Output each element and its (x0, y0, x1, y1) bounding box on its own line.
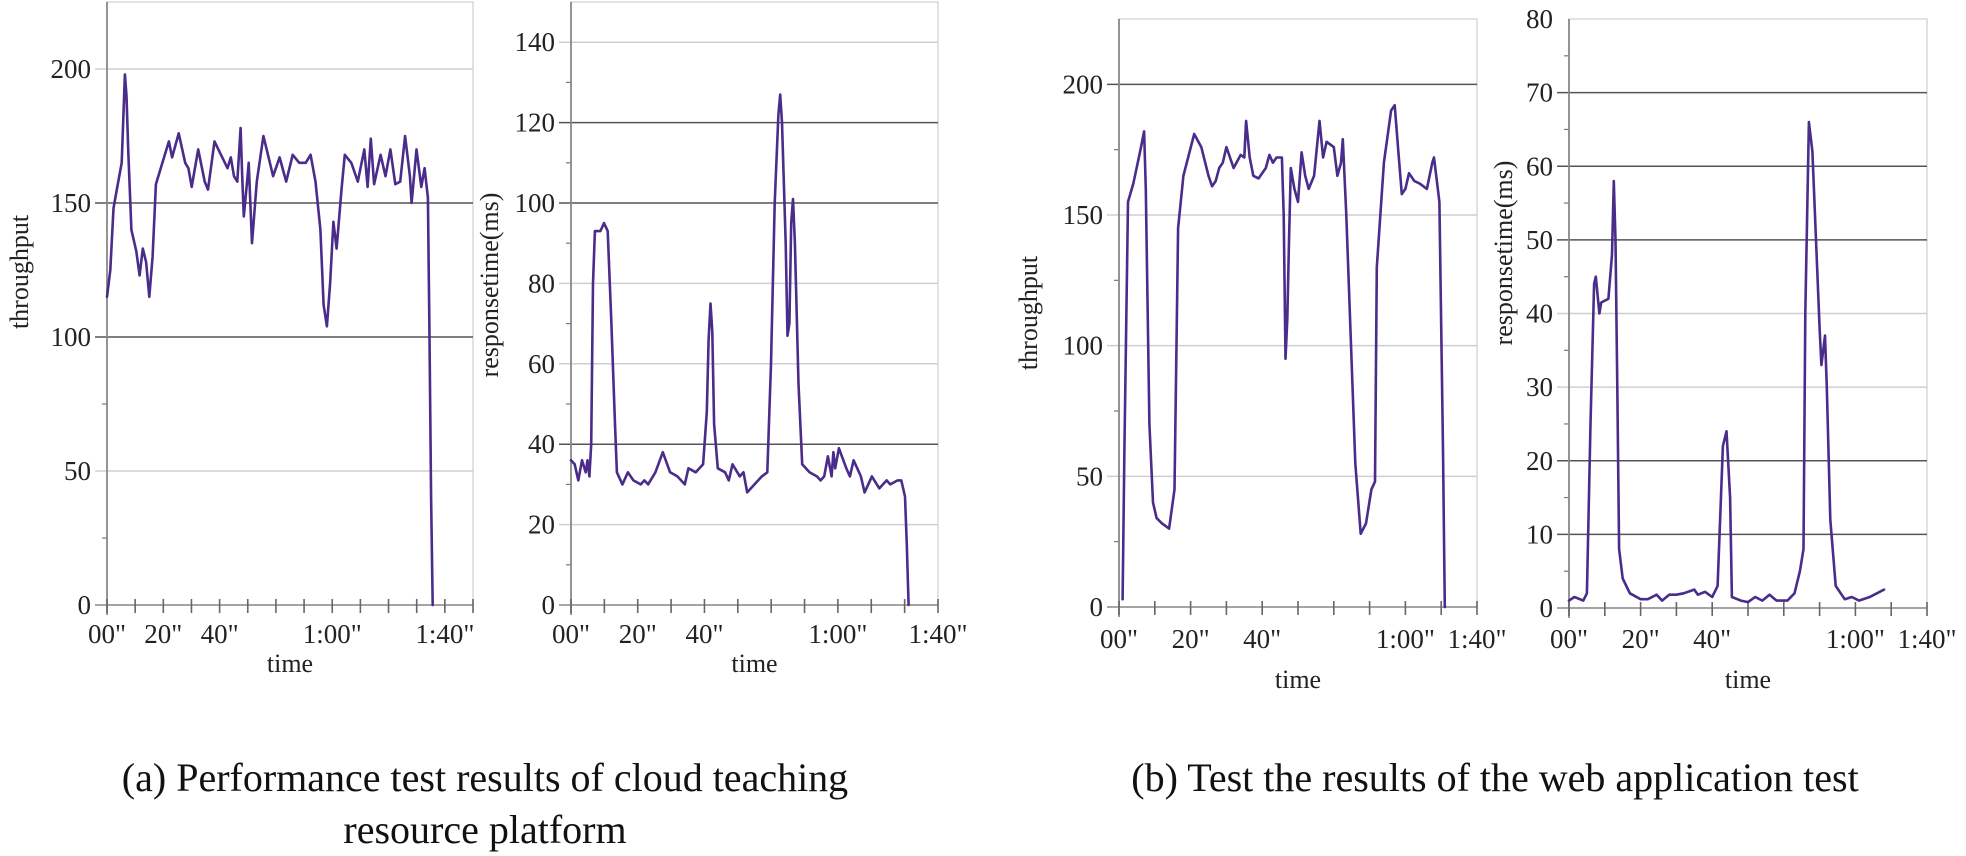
x-tick-label: 20" (619, 619, 657, 649)
y-tick-label: 10 (1526, 519, 1553, 549)
y-tick-label: 200 (1063, 69, 1104, 99)
series-line (1121, 103, 1447, 609)
y-tick-label: 0 (1540, 593, 1554, 623)
y-tick-label: 120 (515, 108, 556, 138)
x-tick-label: 40" (201, 619, 239, 649)
y-tick-label: 20 (1526, 446, 1553, 476)
y-tick-label: 60 (528, 349, 555, 379)
x-tick-label: 00" (1100, 624, 1138, 654)
y-tick-label: 100 (1063, 331, 1104, 361)
y-tick-label: 100 (515, 188, 556, 218)
x-tick-label: 1:40" (415, 619, 474, 649)
y-tick-label: 40 (528, 429, 555, 459)
y-tick-label: 200 (51, 54, 92, 84)
y-tick-label: 150 (51, 188, 92, 218)
y-tick-label: 60 (1526, 151, 1553, 181)
x-tick-label: 1:00" (303, 619, 362, 649)
x-tick-label: 1:40" (908, 619, 967, 649)
y-tick-label: 80 (1526, 4, 1553, 34)
x-axis-label: time (1725, 665, 1771, 694)
caption-b: (b) Test the results of the web applicat… (1131, 755, 1859, 800)
y-tick-label: 140 (515, 27, 556, 57)
x-tick-label: 20" (1622, 624, 1660, 654)
y-tick-label: 50 (64, 456, 91, 486)
x-tick-label: 1:00" (808, 619, 867, 649)
x-tick-label: 00" (88, 619, 126, 649)
y-axis-label: throughput (1014, 255, 1043, 370)
caption-a-line1: (a) Performance test results of cloud te… (121, 755, 849, 800)
x-tick-label: 1:00" (1376, 624, 1435, 654)
chart-b-throughput: 0 50 100 150 200 00" 20" 40" 1:00" 1:40" time throu… (1014, 18, 1507, 694)
y-tick-label: 150 (1063, 200, 1104, 230)
y-tick-label: 80 (528, 268, 555, 298)
series-line (1567, 120, 1886, 604)
y-axis-label: throughput (5, 214, 34, 329)
y-tick-label: 40 (1526, 299, 1553, 329)
x-tick-label: 40" (1693, 624, 1731, 654)
x-tick-label: 00" (552, 619, 590, 649)
x-tick-label: 1:40" (1897, 624, 1956, 654)
chart-b-responsetime: 0 10 20 30 40 50 60 70 80 00" 20" 40" 1:00" 1:40" time… (1489, 4, 1957, 694)
y-tick-label: 0 (542, 590, 556, 620)
y-tick-label: 50 (1526, 225, 1553, 255)
y-tick-label: 50 (1076, 461, 1103, 491)
x-axis-label: time (1275, 665, 1321, 694)
x-tick-label: 00" (1550, 624, 1588, 654)
y-tick-label: 30 (1526, 372, 1553, 402)
y-axis-label: responsetime(ms) (1489, 161, 1518, 346)
caption-a: (a) Performance test results of cloud te… (40, 752, 930, 856)
x-tick-label: 20" (144, 619, 182, 649)
y-tick-label: 0 (1090, 592, 1104, 622)
y-tick-label: 100 (51, 322, 92, 352)
x-axis-label: time (267, 649, 313, 678)
x-tick-label: 40" (1243, 624, 1281, 654)
chart-a-responsetime: 0 20 40 60 80 100 120 140 00" 20" 40" 1:00" 1:40" tim… (475, 1, 968, 678)
chart-a-throughput: 0 50 100 150 200 00" 20" 40" 1:00" 1:40" time throu… (5, 1, 474, 678)
series-line (105, 73, 435, 607)
series-line (569, 93, 910, 607)
y-tick-label: 20 (528, 510, 555, 540)
caption-a-line2: resource platform (343, 807, 627, 852)
y-tick-label: 0 (78, 590, 92, 620)
x-tick-label: 1:00" (1826, 624, 1885, 654)
x-tick-label: 1:40" (1447, 624, 1506, 654)
x-tick-label: 20" (1172, 624, 1210, 654)
y-tick-label: 70 (1526, 78, 1553, 108)
x-tick-label: 40" (685, 619, 723, 649)
x-axis-label: time (731, 649, 777, 678)
y-axis-label: responsetime(ms) (475, 193, 504, 378)
